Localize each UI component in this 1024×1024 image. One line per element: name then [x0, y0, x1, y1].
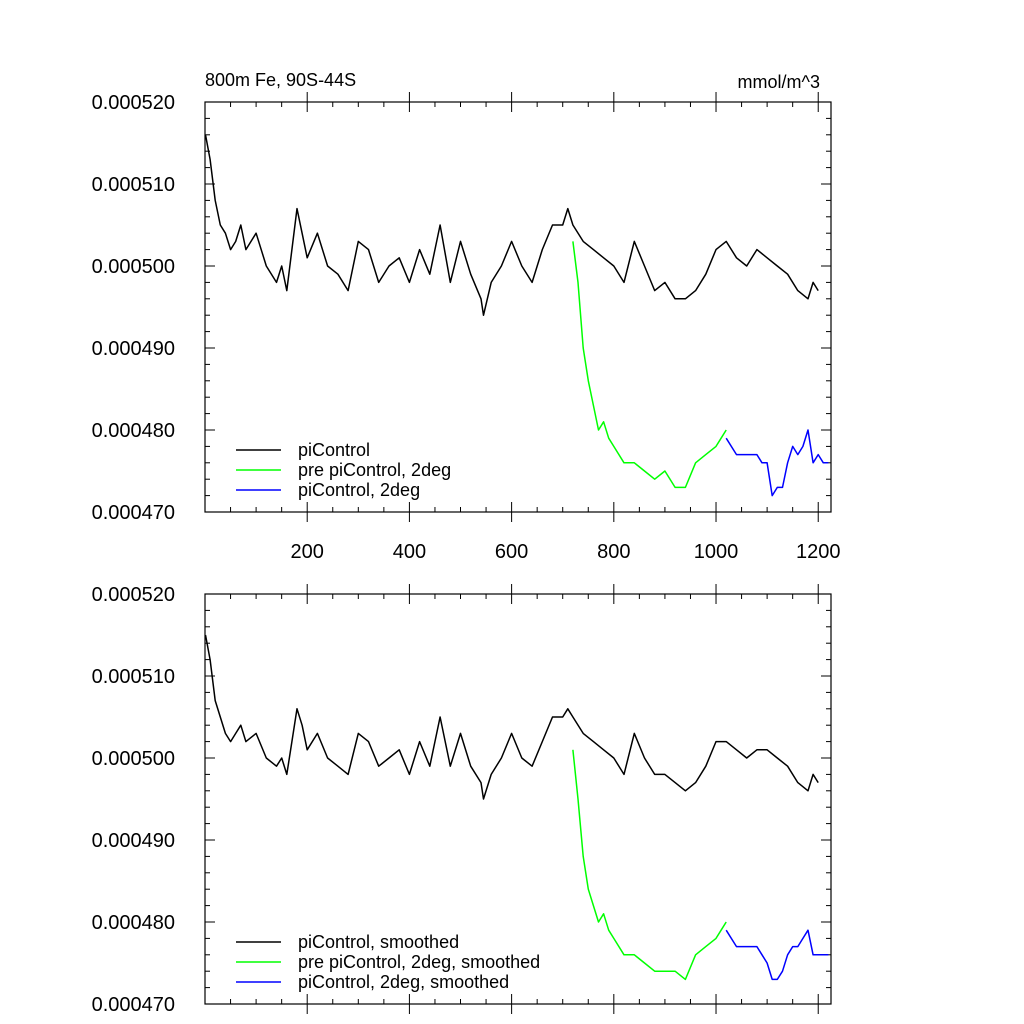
legend-label: piControl, smoothed — [298, 932, 459, 952]
x-tick-label: 800 — [597, 541, 630, 563]
series-group — [205, 134, 829, 497]
y-tick-label: 0.000500 — [92, 256, 175, 278]
y-tick-label: 0.000470 — [92, 502, 175, 524]
x-tick-label: 200 — [291, 541, 324, 563]
y-tick-label: 0.000520 — [92, 584, 175, 606]
x-tick-label: 400 — [393, 541, 426, 563]
top-chart-panel: 0.000520 0.000510 0.000500 0.000490 0.000480… — [92, 70, 841, 563]
series-line-2 — [572, 749, 727, 981]
x-tick-label: 1200 — [796, 541, 841, 563]
y-tick-label: 0.000520 — [92, 92, 175, 114]
series-line-3 — [725, 429, 829, 497]
x-tick-label: 1000 — [694, 541, 739, 563]
y-tick-label: 0.000510 — [92, 174, 175, 196]
plot-frame — [204, 593, 832, 1005]
y-tick-label: 0.000480 — [92, 420, 175, 442]
y-tick-label: 0.000480 — [92, 912, 175, 934]
y-tick-label: 0.000470 — [92, 994, 175, 1016]
legend-label: piControl, 2deg — [298, 480, 420, 500]
x-tick-label: 600 — [495, 541, 528, 563]
series-line-1 — [205, 134, 819, 316]
series-group — [205, 634, 829, 981]
y-tick-label: 0.000510 — [92, 666, 175, 688]
series-line-1 — [205, 634, 819, 800]
bottom-chart-panel: 0.000520 0.000510 0.000500 0.000490 0.000480… — [92, 584, 832, 1016]
legend-label: pre piControl, 2deg, smoothed — [298, 952, 540, 972]
y-tick-label: 0.000490 — [92, 830, 175, 852]
legend-label: piControl, 2deg, smoothed — [298, 972, 509, 992]
series-line-2 — [572, 241, 727, 489]
chart-title: 800m Fe, 90S-44S — [205, 70, 356, 90]
legend-label: piControl — [298, 440, 370, 460]
plot-frame — [204, 101, 832, 513]
units-label: mmol/m^3 — [738, 72, 820, 92]
y-tick-label: 0.000500 — [92, 748, 175, 770]
legend-label: pre piControl, 2deg — [298, 460, 451, 480]
y-tick-label: 0.000490 — [92, 338, 175, 360]
series-line-3 — [725, 929, 829, 981]
